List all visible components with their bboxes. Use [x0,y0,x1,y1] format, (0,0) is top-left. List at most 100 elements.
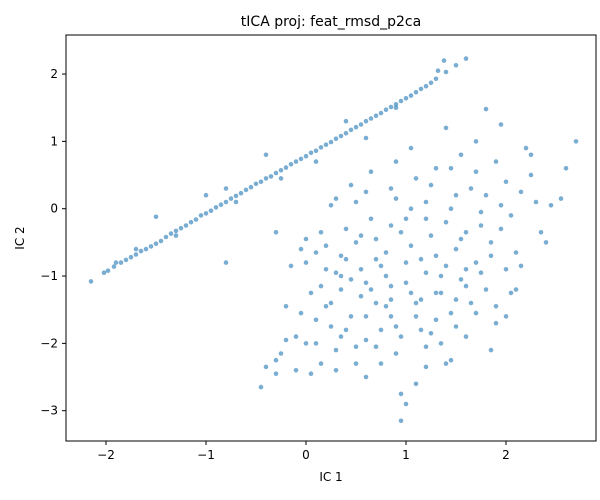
y-tick-label: −1 [40,269,58,283]
scatter-point [453,324,459,329]
scatter-point [493,159,499,164]
scatter-point [473,260,479,265]
scatter-point [523,145,529,151]
scatter-point [105,268,111,274]
scatter-point [453,63,459,68]
scatter-point [303,236,309,242]
scatter-point [443,219,449,225]
scatter-point [378,110,384,116]
scatter-point [353,199,359,205]
scatter-point [273,357,279,363]
scatter-point [333,270,339,276]
scatter-point [373,236,379,242]
scatter-point [308,290,314,296]
scatter-point [213,205,219,210]
scatter-point [353,361,359,366]
scatter-point [273,230,279,235]
scatter-point [448,357,454,363]
scatter-point [138,248,144,254]
scatter-point [573,139,579,144]
scatter-point [428,331,434,336]
scatter-point [393,196,399,201]
scatter-point [388,283,394,289]
scatter-point [453,192,459,198]
scatter-point [313,341,319,346]
scatter-point [428,80,434,86]
y-axis-label: IC 2 [13,226,27,249]
scatter-point [528,152,534,158]
scatter-point [133,252,139,257]
scatter-point [293,368,299,373]
scatter-point [448,310,454,316]
scatter-point [423,83,429,89]
scatter-point [378,361,384,366]
scatter-point [468,186,474,191]
scatter-point [363,280,369,286]
scatter-point [483,106,489,112]
scatter-point [283,165,289,170]
scatter-point [503,179,509,185]
scatter-point [388,297,394,302]
scatter-point [498,122,504,127]
scatter-point [513,287,519,292]
scatter-point [133,246,139,252]
scatter-point [473,310,479,316]
scatter-point [273,371,279,377]
scatter-point [388,314,394,319]
scatter-point [393,351,399,356]
scatter-point [363,374,369,380]
scatter-point [101,270,107,276]
scatter-point [143,246,149,252]
scatter-point [218,202,224,207]
scatter-point [358,293,364,299]
scatter-point [433,290,439,296]
scatter-point [398,230,404,235]
scatter-point [113,260,119,265]
scatter-point [318,361,324,366]
scatter-point [368,287,374,292]
scatter-point [288,162,294,167]
scatter-point [298,246,304,252]
scatter-point [453,246,459,252]
scatter-point [423,270,429,276]
scatter-point [298,310,304,316]
scatter-point [483,287,489,292]
scatter-point [413,381,419,387]
scatter-point [263,364,269,370]
scatter-point [338,273,344,279]
scatter-point [498,203,504,208]
scatter-point [463,56,469,61]
scatter-point [298,156,304,162]
scatter-point [463,230,469,235]
scatter-point [403,280,409,286]
scatter-point [178,225,184,231]
scatter-point [308,371,314,377]
scatter-point [353,344,359,350]
scatter-point [263,176,269,181]
scatter-point [403,260,409,265]
scatter-point [458,236,464,242]
scatter-point [493,304,499,309]
scatter-point [348,127,354,133]
scatter-point [423,199,429,205]
scatter-point [323,267,329,272]
scatter-point [478,270,484,276]
scatter-point [488,253,494,259]
scatter-point [403,216,409,222]
scatter-point [488,240,494,245]
x-tick-label: 0 [302,448,310,462]
scatter-point [538,230,544,235]
scatter-point [223,186,229,191]
scatter-point [318,283,324,289]
scatter-point [518,263,524,269]
scatter-point [458,277,464,282]
scatter-point [433,253,439,259]
scatter-point [358,122,364,127]
x-tick-label: −1 [197,448,215,462]
scatter-point [373,300,379,306]
scatter-point [403,96,409,101]
scatter-point [358,267,364,272]
scatter-point [198,213,204,218]
scatter-point [348,314,354,319]
scatter-point [233,199,239,205]
